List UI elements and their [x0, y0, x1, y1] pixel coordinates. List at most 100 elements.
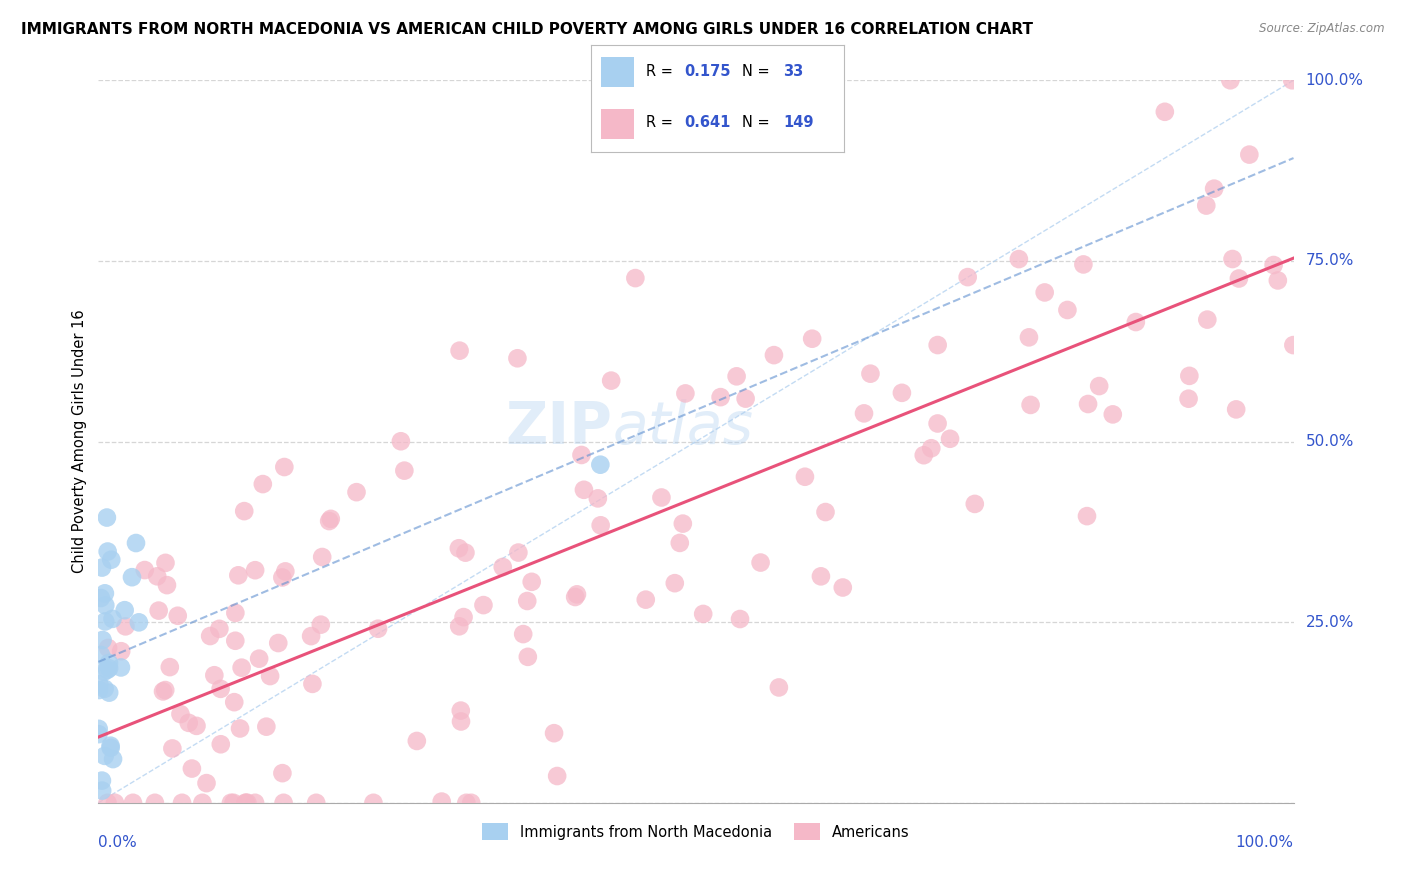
Point: [1077, 397, 1099, 411]
Point: [122, 796, 145, 810]
Text: ZIP: ZIP: [505, 399, 613, 456]
Point: [96, 663, 118, 677]
Point: [89, 677, 111, 691]
Point: [319, 512, 342, 526]
Point: [520, 574, 543, 589]
Point: [1056, 303, 1078, 318]
Legend: Immigrants from North Macedonia, Americans: Immigrants from North Macedonia, America…: [477, 818, 915, 847]
Point: [134, 563, 156, 577]
Point: [447, 541, 470, 556]
Point: [162, 741, 184, 756]
Point: [963, 497, 986, 511]
Point: [247, 651, 270, 665]
Point: [449, 619, 471, 633]
Point: [89, 683, 111, 698]
Point: [224, 606, 246, 620]
Point: [148, 604, 170, 618]
Point: [121, 570, 143, 584]
Point: [125, 536, 148, 550]
Point: [180, 762, 202, 776]
Point: [853, 406, 876, 420]
Point: [1177, 392, 1199, 406]
Point: [91, 632, 114, 647]
Point: [634, 592, 657, 607]
Point: [572, 483, 595, 497]
Text: atlas: atlas: [613, 399, 754, 456]
Point: [94, 599, 117, 613]
Point: [87, 727, 110, 741]
Point: [1204, 181, 1226, 195]
Point: [1197, 312, 1219, 326]
Point: [430, 795, 453, 809]
Point: [1263, 258, 1285, 272]
Point: [449, 343, 471, 358]
Point: [1033, 285, 1056, 300]
Point: [472, 598, 495, 612]
Point: [1239, 147, 1261, 161]
Point: [299, 629, 322, 643]
Point: [305, 796, 328, 810]
Point: [768, 681, 790, 695]
Point: [114, 603, 136, 617]
Point: [169, 707, 191, 722]
Point: [1073, 257, 1095, 271]
Point: [1019, 398, 1042, 412]
Point: [1222, 252, 1244, 266]
Point: [318, 514, 340, 528]
Point: [90, 591, 112, 605]
Point: [224, 695, 246, 709]
Point: [512, 627, 534, 641]
Point: [814, 505, 837, 519]
Text: 0.175: 0.175: [685, 64, 731, 78]
Point: [96, 796, 118, 810]
Text: 0.0%: 0.0%: [98, 835, 138, 850]
Text: 0.641: 0.641: [685, 115, 731, 130]
Point: [1088, 379, 1111, 393]
Text: N =: N =: [742, 115, 775, 130]
Point: [94, 586, 117, 600]
Point: [564, 590, 586, 604]
Point: [1267, 273, 1289, 287]
Point: [389, 434, 412, 449]
Point: [367, 622, 389, 636]
Point: [571, 448, 593, 462]
Text: 75.0%: 75.0%: [1306, 253, 1354, 268]
Point: [96, 510, 118, 524]
Point: [172, 796, 194, 810]
Point: [229, 722, 252, 736]
Point: [273, 460, 295, 475]
Bar: [600, 109, 634, 139]
Point: [195, 776, 218, 790]
Point: [1076, 509, 1098, 524]
Point: [927, 338, 949, 352]
Point: [546, 769, 568, 783]
Point: [710, 390, 733, 404]
Text: 50.0%: 50.0%: [1306, 434, 1354, 449]
Point: [159, 660, 181, 674]
Point: [209, 681, 232, 696]
Point: [177, 715, 200, 730]
Point: [450, 714, 472, 729]
Point: [110, 644, 132, 658]
Point: [543, 726, 565, 740]
Point: [155, 683, 177, 698]
Point: [209, 737, 232, 751]
Point: [453, 610, 475, 624]
Point: [267, 636, 290, 650]
Point: [927, 417, 949, 431]
Point: [231, 661, 253, 675]
Point: [508, 545, 530, 559]
Point: [224, 633, 246, 648]
Point: [98, 656, 121, 670]
Point: [235, 796, 257, 810]
Point: [228, 568, 250, 582]
Point: [565, 587, 588, 601]
Point: [586, 491, 609, 506]
Point: [143, 796, 166, 810]
Text: IMMIGRANTS FROM NORTH MACEDONIA VS AMERICAN CHILD POVERTY AMONG GIRLS UNDER 16 C: IMMIGRANTS FROM NORTH MACEDONIA VS AMERI…: [21, 22, 1033, 37]
Point: [146, 569, 169, 583]
Point: [1018, 330, 1040, 344]
Point: [516, 594, 538, 608]
Point: [222, 796, 245, 810]
Point: [859, 367, 882, 381]
